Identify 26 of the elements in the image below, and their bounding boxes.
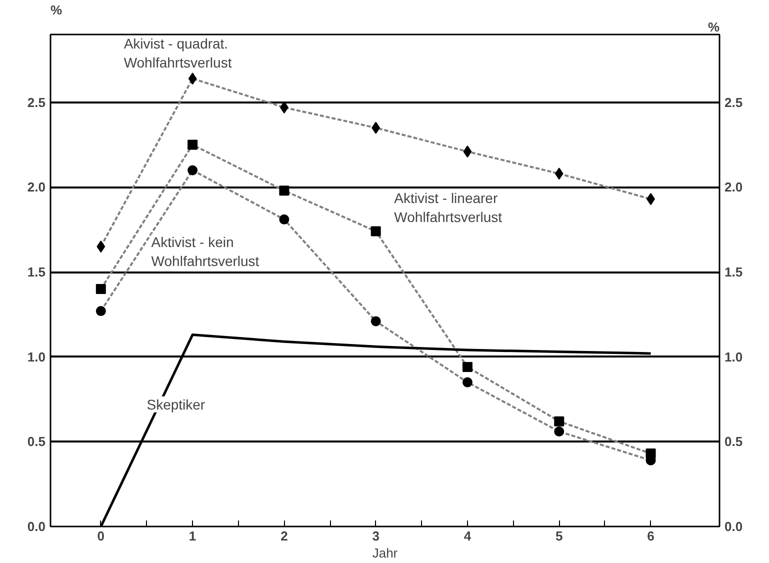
- y2-tick-label: 1.5: [724, 264, 743, 280]
- x-axis-title: Jahr: [372, 546, 398, 560]
- x-tick-label: 2: [280, 528, 288, 544]
- x-tick-label: 3: [372, 528, 380, 544]
- series-label: Aktivist - linearer Wohlfahrtsverlust: [394, 190, 502, 226]
- y2-tick-label: 2.0: [724, 180, 743, 195]
- y-tick-label: 2.5: [27, 94, 46, 110]
- series-label: Aktivist - kein Wohlfahrtsverlust: [151, 234, 260, 270]
- y-tick-label: 1.0: [27, 349, 46, 364]
- x-tick-label: 5: [556, 528, 563, 544]
- series-label: Akivist - quadrat. Wohlfahrtsverlust: [124, 36, 232, 71]
- x-tick-label: 0: [97, 528, 105, 544]
- y2-axis-title: %: [708, 20, 720, 34]
- y-tick-label: 2.0: [27, 180, 46, 195]
- series-label: Skeptiker: [146, 396, 206, 412]
- y2-tick-label: 0.5: [724, 434, 743, 450]
- y2-tick-label: 0.0: [724, 519, 743, 534]
- y-axis-title: %: [50, 2, 62, 18]
- y2-tick-label: 2.5: [724, 94, 743, 110]
- y-tick-label: 0.5: [27, 434, 46, 450]
- y2-tick-label: 1.0: [724, 349, 743, 364]
- y-tick-label: 0.0: [27, 519, 46, 534]
- x-tick-label: 1: [188, 528, 196, 544]
- y-tick-label: 1.5: [27, 264, 46, 280]
- x-tick-label: 4: [464, 528, 472, 544]
- x-tick-label: 6: [647, 528, 654, 544]
